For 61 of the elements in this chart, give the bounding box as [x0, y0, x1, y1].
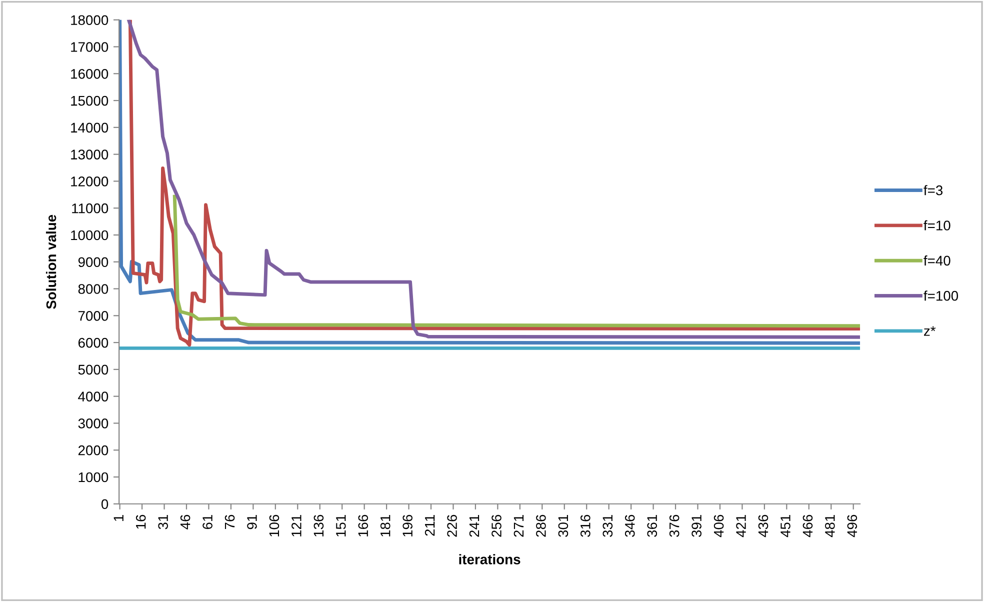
y-tick-label: 18000: [71, 15, 108, 26]
y-tick-label: 4000: [78, 392, 108, 402]
y-axis-title: Solution value: [46, 214, 56, 309]
y-tick-label: 7000: [78, 310, 108, 321]
x-tick-label: 166: [358, 514, 368, 536]
y-tick-label: 15000: [71, 96, 108, 106]
legend-label: f=100: [924, 290, 958, 301]
x-tick-label: 466: [802, 514, 813, 538]
x-tick-label: 181: [380, 514, 390, 536]
x-tick-label: 421: [736, 514, 746, 538]
y-tick-label: 12000: [71, 176, 108, 186]
x-tick-label: 1: [114, 514, 124, 521]
x-tick-label: 451: [780, 514, 790, 538]
x-tick-label: 346: [624, 514, 635, 537]
x-tick-label: 46: [180, 514, 190, 530]
x-tick-label: 481: [825, 514, 835, 538]
x-tick-label: 241: [469, 514, 480, 537]
x-tick-label: 211: [424, 514, 435, 536]
x-tick-label: 376: [669, 514, 680, 537]
x-tick-label: 121: [292, 514, 302, 536]
x-tick-label: 436: [758, 514, 768, 538]
x-tick-label: 16: [136, 514, 146, 529]
x-tick-label: 91: [247, 514, 257, 530]
x-tick-label: 61: [202, 514, 212, 530]
y-tick-label: 16000: [71, 68, 108, 79]
x-tick-label: 196: [402, 514, 413, 536]
y-tick-label: 1000: [78, 472, 108, 482]
x-tick-label: 406: [714, 514, 724, 538]
y-tick-label: 2000: [78, 445, 108, 456]
x-tick-label: 31: [158, 514, 168, 530]
y-tick-label: 14000: [71, 122, 108, 133]
y-tick-label: 3000: [78, 418, 108, 428]
x-tick-label: 316: [580, 514, 590, 537]
y-tick-label: 6000: [78, 338, 108, 348]
y-tick-label: 10000: [71, 230, 108, 240]
x-tick-label: 256: [492, 514, 502, 537]
y-tick-label: 5000: [78, 364, 108, 375]
x-tick-label: 391: [692, 514, 702, 537]
y-tick-label: 11000: [72, 203, 108, 214]
x-tick-label: 226: [447, 514, 457, 537]
x-tick-label: 151: [336, 514, 346, 536]
x-tick-label: 106: [269, 514, 280, 536]
x-tick-label: 361: [647, 514, 658, 537]
line-series: [172, 194, 860, 328]
x-axis-title: iterations: [459, 554, 520, 564]
x-tick-label: 301: [558, 514, 568, 537]
y-tick-label: 17000: [71, 42, 108, 52]
legend-label: z*: [924, 326, 936, 336]
x-tick-label: 286: [536, 514, 546, 537]
y-tick-label: 13000: [71, 150, 108, 160]
y-tick-label: 8000: [78, 284, 108, 294]
legend-label: f=10: [924, 220, 950, 230]
legend-label: f=3: [924, 185, 943, 196]
x-tick-label: 496: [847, 514, 858, 538]
x-tick-label: 76: [224, 514, 235, 530]
legend-label: f=40: [924, 255, 950, 266]
x-tick-label: 136: [314, 514, 324, 536]
x-tick-label: 331: [602, 514, 613, 537]
y-tick-label: 9000: [78, 257, 108, 268]
x-tick-label: 271: [514, 514, 524, 537]
y-tick-label: 0: [101, 499, 108, 510]
